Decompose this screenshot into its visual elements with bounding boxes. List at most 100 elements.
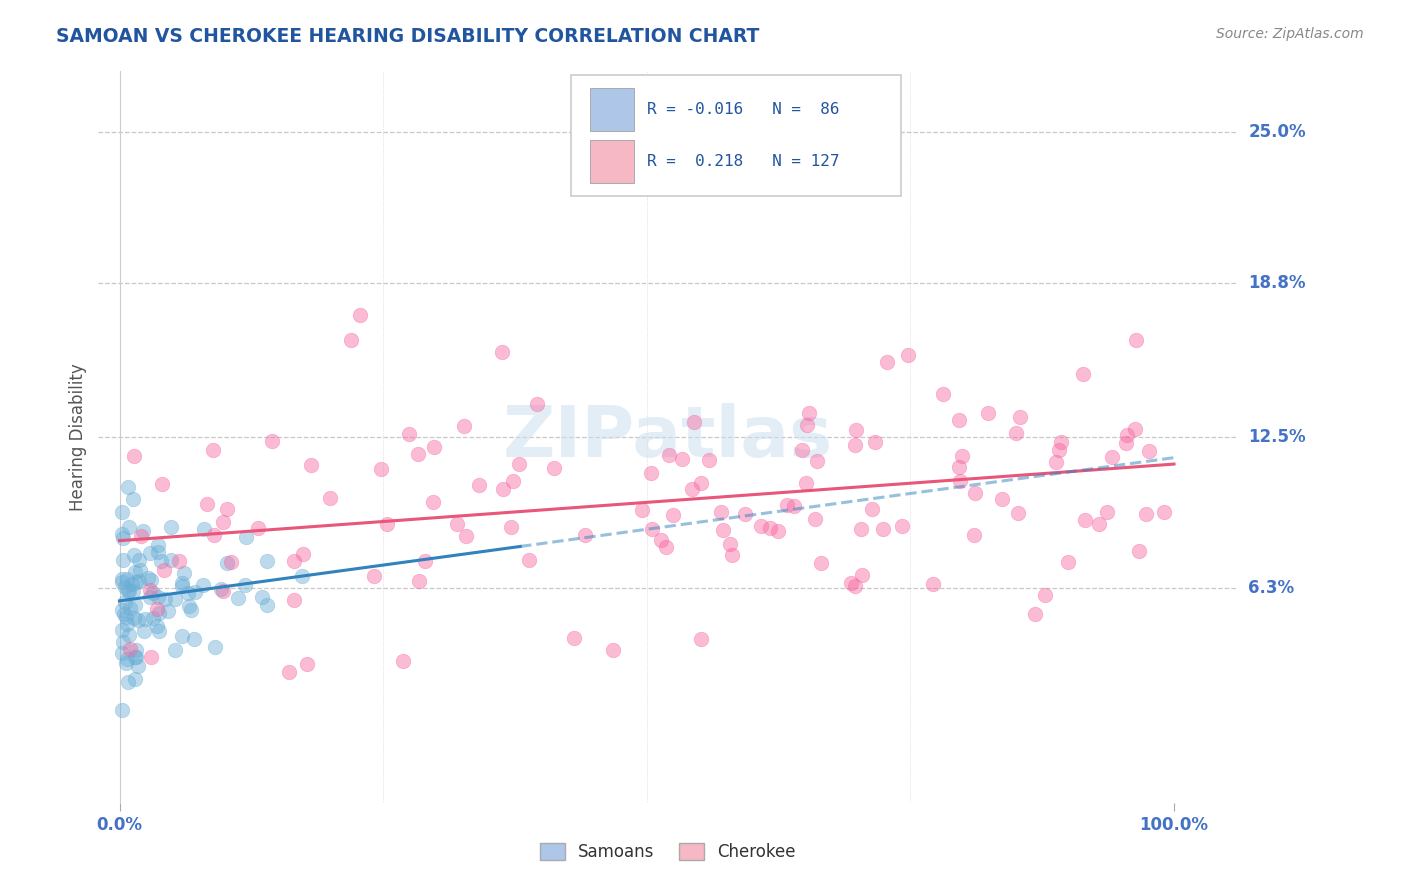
Point bbox=[453, 419, 475, 434]
Point bbox=[177, 586, 200, 600]
Point bbox=[1095, 505, 1118, 519]
Point bbox=[170, 579, 193, 593]
Point bbox=[128, 552, 150, 566]
Point bbox=[115, 616, 138, 631]
Point bbox=[1123, 422, 1146, 436]
Point bbox=[1101, 450, 1123, 465]
Point bbox=[640, 466, 662, 480]
Point bbox=[138, 571, 160, 585]
Point bbox=[1004, 425, 1026, 440]
Point bbox=[508, 457, 530, 471]
Point bbox=[796, 417, 818, 432]
Point bbox=[118, 628, 141, 642]
Point bbox=[468, 477, 491, 491]
Point bbox=[422, 494, 444, 508]
Point bbox=[630, 503, 652, 517]
Point bbox=[948, 459, 970, 474]
Point bbox=[184, 585, 207, 599]
Point bbox=[1008, 410, 1031, 425]
Point bbox=[139, 590, 162, 604]
Point bbox=[1071, 367, 1094, 381]
Point bbox=[661, 508, 683, 522]
Point bbox=[114, 595, 136, 609]
Point bbox=[132, 524, 155, 538]
Point bbox=[499, 520, 522, 534]
Point bbox=[977, 406, 1000, 420]
Point bbox=[408, 446, 430, 460]
Point bbox=[118, 601, 141, 615]
Point bbox=[111, 703, 132, 717]
Point bbox=[408, 574, 430, 589]
Point bbox=[683, 415, 706, 429]
Point bbox=[1088, 516, 1111, 531]
Point bbox=[148, 606, 170, 620]
Point bbox=[125, 649, 148, 664]
Point bbox=[114, 580, 136, 594]
Point bbox=[787, 161, 810, 176]
Point bbox=[1045, 455, 1067, 469]
Point bbox=[183, 632, 205, 647]
Point bbox=[671, 452, 693, 467]
Point bbox=[492, 482, 515, 496]
Point bbox=[363, 569, 385, 583]
Point bbox=[250, 590, 273, 604]
Point bbox=[179, 599, 201, 614]
Point bbox=[180, 603, 202, 617]
Point bbox=[456, 528, 478, 542]
Point bbox=[112, 607, 135, 621]
Point bbox=[117, 675, 139, 690]
Y-axis label: Hearing Disability: Hearing Disability bbox=[69, 363, 87, 511]
Point bbox=[711, 523, 734, 537]
Point bbox=[734, 507, 756, 521]
Point bbox=[127, 613, 149, 627]
Point bbox=[991, 492, 1014, 507]
Point bbox=[149, 554, 172, 568]
Point bbox=[749, 519, 772, 533]
Point bbox=[283, 554, 305, 568]
Point bbox=[111, 646, 134, 660]
Point bbox=[117, 480, 139, 494]
Point bbox=[796, 475, 818, 490]
Point bbox=[111, 602, 132, 616]
Point bbox=[658, 449, 681, 463]
Point bbox=[170, 629, 193, 643]
Text: 6.3%: 6.3% bbox=[1249, 579, 1295, 598]
Point bbox=[215, 557, 238, 571]
Point bbox=[122, 548, 145, 562]
Point bbox=[226, 591, 249, 605]
Point bbox=[655, 540, 678, 554]
Point bbox=[844, 438, 866, 452]
Point bbox=[1115, 428, 1137, 442]
Point bbox=[115, 657, 138, 671]
Point bbox=[650, 533, 672, 547]
Point bbox=[167, 554, 190, 568]
Point bbox=[115, 572, 138, 586]
Point bbox=[375, 517, 398, 532]
Point bbox=[517, 553, 540, 567]
Point bbox=[299, 458, 322, 472]
Point bbox=[122, 583, 145, 598]
Point bbox=[963, 528, 986, 542]
Point bbox=[153, 563, 176, 577]
Point bbox=[160, 520, 183, 534]
Point bbox=[689, 632, 711, 646]
Point bbox=[1056, 554, 1078, 568]
Point bbox=[193, 522, 215, 536]
Point bbox=[124, 598, 146, 612]
Point bbox=[118, 584, 141, 599]
Point bbox=[806, 454, 828, 468]
Point bbox=[247, 521, 270, 535]
Point bbox=[1073, 513, 1095, 527]
Point bbox=[141, 649, 163, 664]
Text: 25.0%: 25.0% bbox=[1249, 123, 1306, 141]
Point bbox=[790, 443, 813, 458]
Point bbox=[139, 546, 162, 560]
Point bbox=[491, 344, 513, 359]
Point bbox=[641, 522, 664, 536]
Point bbox=[851, 522, 873, 536]
Point bbox=[111, 623, 132, 637]
Point bbox=[125, 575, 148, 590]
Point bbox=[125, 642, 148, 657]
Point bbox=[1128, 544, 1150, 558]
Point bbox=[681, 483, 703, 497]
